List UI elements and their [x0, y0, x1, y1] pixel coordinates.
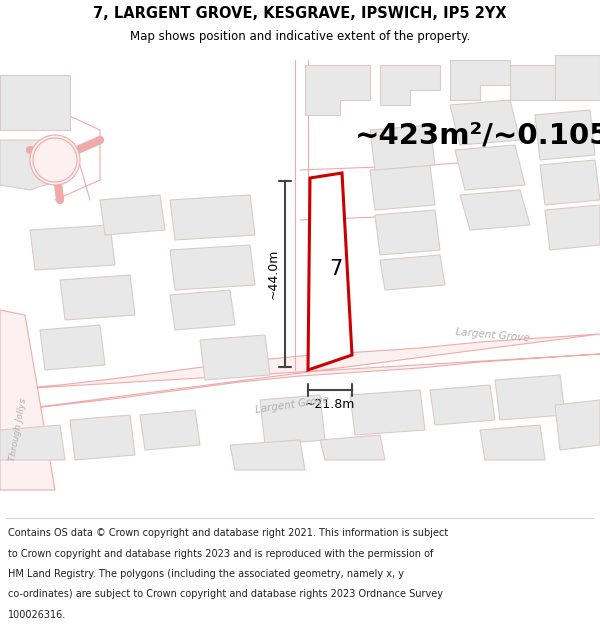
- Polygon shape: [370, 125, 435, 170]
- Text: ~21.8m: ~21.8m: [305, 398, 355, 411]
- Text: Contains OS data © Crown copyright and database right 2021. This information is : Contains OS data © Crown copyright and d…: [8, 528, 448, 538]
- Polygon shape: [200, 335, 270, 380]
- Polygon shape: [70, 415, 135, 460]
- Polygon shape: [100, 195, 165, 235]
- Polygon shape: [350, 390, 425, 435]
- Polygon shape: [0, 140, 60, 190]
- Text: ~44.0m: ~44.0m: [267, 249, 280, 299]
- Text: HM Land Registry. The polygons (including the associated geometry, namely x, y: HM Land Registry. The polygons (includin…: [8, 569, 404, 579]
- Text: to Crown copyright and database rights 2023 and is reproduced with the permissio: to Crown copyright and database rights 2…: [8, 549, 433, 559]
- Polygon shape: [308, 173, 352, 370]
- Polygon shape: [455, 145, 525, 190]
- Polygon shape: [320, 435, 385, 460]
- Text: Largent Grove: Largent Grove: [455, 327, 530, 343]
- Polygon shape: [380, 65, 440, 105]
- Polygon shape: [140, 410, 200, 450]
- Circle shape: [33, 138, 77, 182]
- Polygon shape: [170, 290, 235, 330]
- Text: co-ordinates) are subject to Crown copyright and database rights 2023 Ordnance S: co-ordinates) are subject to Crown copyr…: [8, 589, 443, 599]
- Polygon shape: [170, 195, 255, 240]
- Polygon shape: [480, 425, 545, 460]
- Polygon shape: [60, 275, 135, 320]
- Polygon shape: [495, 375, 565, 420]
- Text: Through Jollys: Through Jollys: [8, 398, 28, 462]
- Text: Largent Grove: Largent Grove: [255, 395, 330, 415]
- Polygon shape: [430, 385, 495, 425]
- Polygon shape: [230, 440, 305, 470]
- Polygon shape: [450, 60, 510, 100]
- Polygon shape: [540, 160, 600, 205]
- Polygon shape: [545, 205, 600, 250]
- Polygon shape: [375, 210, 440, 255]
- Text: 7, LARGENT GROVE, KESGRAVE, IPSWICH, IP5 2YX: 7, LARGENT GROVE, KESGRAVE, IPSWICH, IP5…: [93, 6, 507, 21]
- Polygon shape: [170, 245, 255, 290]
- Polygon shape: [0, 75, 70, 130]
- Polygon shape: [260, 395, 325, 445]
- Text: 100026316.: 100026316.: [8, 610, 66, 620]
- Polygon shape: [535, 110, 595, 160]
- Polygon shape: [555, 400, 600, 450]
- Polygon shape: [0, 425, 65, 460]
- Polygon shape: [380, 255, 445, 290]
- Polygon shape: [450, 100, 520, 145]
- Circle shape: [30, 135, 80, 185]
- Polygon shape: [510, 65, 555, 100]
- Text: 7: 7: [329, 259, 343, 279]
- Polygon shape: [305, 65, 370, 115]
- Polygon shape: [0, 334, 600, 412]
- Polygon shape: [40, 325, 105, 370]
- Text: ~423m²/~0.105ac.: ~423m²/~0.105ac.: [355, 121, 600, 149]
- Polygon shape: [555, 55, 600, 100]
- Polygon shape: [30, 225, 115, 270]
- Polygon shape: [370, 165, 435, 210]
- Polygon shape: [460, 190, 530, 230]
- Polygon shape: [0, 310, 55, 490]
- Text: Map shows position and indicative extent of the property.: Map shows position and indicative extent…: [130, 30, 470, 43]
